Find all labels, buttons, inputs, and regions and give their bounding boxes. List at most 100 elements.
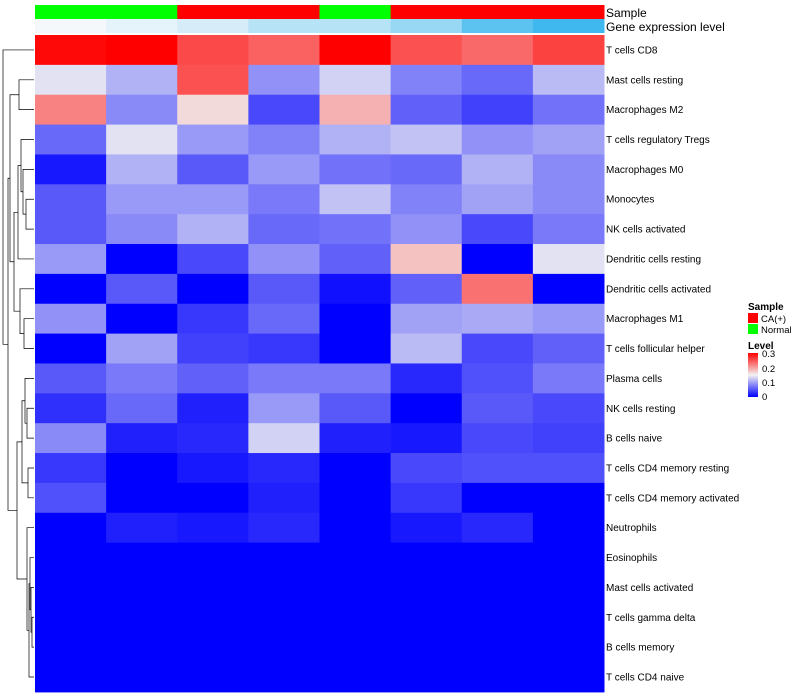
heatmap-cell — [532, 602, 605, 633]
heatmap-cell — [390, 244, 463, 275]
heatmap-cell — [248, 572, 320, 603]
heatmap-cell — [532, 303, 605, 335]
heatmap-cell — [177, 214, 249, 245]
expression-annotation-cell — [177, 19, 249, 33]
heatmap-cell — [532, 184, 605, 215]
heatmap-cell — [390, 662, 463, 693]
heatmap-cell — [35, 214, 107, 245]
dendrogram-branch — [25, 198, 34, 230]
heatmap-cell — [532, 542, 605, 573]
heatmap-cell — [461, 214, 534, 245]
heatmap-cell — [319, 393, 392, 424]
heatmap-cell — [35, 602, 107, 633]
heatmap-cell — [390, 333, 463, 364]
sample-annotation-cell — [177, 5, 249, 19]
row-label: Mast cells resting — [606, 75, 683, 86]
heatmap-cell — [532, 273, 605, 305]
heatmap-cell — [106, 184, 178, 215]
heatmap-cell — [461, 393, 534, 424]
dendrogram-branch — [26, 527, 34, 631]
row-label: Dendritic cells resting — [606, 254, 701, 265]
heatmap-cell — [35, 423, 107, 454]
heatmap-cell — [35, 512, 107, 544]
heatmap-cell — [390, 35, 463, 66]
heatmap-cell — [106, 244, 178, 275]
heatmap-cell — [319, 482, 392, 514]
heatmap-cell — [532, 244, 605, 275]
heatmap-cell — [532, 35, 605, 66]
heatmap-cell — [248, 542, 320, 573]
heatmap-cell — [248, 184, 320, 215]
heatmap-cell — [35, 662, 107, 693]
heatmap-cell — [248, 303, 320, 335]
heatmap-cell — [248, 393, 320, 424]
heatmap-cell — [35, 184, 107, 215]
heatmap-cell — [390, 124, 463, 155]
heatmap-cell — [248, 124, 320, 155]
heatmap-cell — [35, 94, 107, 126]
heatmap-cell — [461, 184, 534, 215]
heatmap-cell — [390, 154, 463, 185]
heatmap-cell — [532, 124, 605, 155]
heatmap-cell — [319, 512, 392, 544]
heatmap-cell — [35, 35, 107, 66]
heatmap-cell — [319, 453, 392, 484]
heatmap-cell — [461, 64, 534, 96]
row-label: Macrophages M0 — [606, 165, 684, 176]
heatmap-cell — [106, 602, 178, 633]
heatmap-cell — [532, 64, 605, 96]
heatmap-cell — [106, 303, 178, 335]
heatmap-cell — [532, 482, 605, 514]
heatmap-cell — [248, 423, 320, 454]
heatmap-cell — [106, 154, 178, 185]
heatmap-cell — [177, 453, 249, 484]
heatmap-cell — [390, 214, 463, 245]
heatmap-cell — [35, 453, 107, 484]
heatmap-cell — [248, 64, 320, 96]
heatmap-cell — [390, 512, 463, 544]
heatmap-cell — [461, 572, 534, 603]
heatmap-cell — [319, 94, 392, 126]
row-label: Dendritic cells activated — [606, 284, 711, 295]
heatmap-cell — [532, 632, 605, 663]
row-label: NK cells activated — [606, 225, 685, 236]
heatmap-cell — [319, 333, 392, 364]
heatmap-cell — [248, 512, 320, 544]
heatmap-cell — [177, 423, 249, 454]
heatmap-cell — [319, 423, 392, 454]
sample-annotation-cell — [461, 5, 534, 19]
heatmap-cell — [35, 333, 107, 364]
level-tick-0.3: 0.3 — [762, 349, 775, 360]
heatmap-cell — [35, 303, 107, 335]
heatmap-cell — [248, 453, 320, 484]
heatmap-cell — [532, 572, 605, 603]
heatmap-cell — [177, 244, 249, 275]
row-label: T cells regulatory Tregs — [606, 135, 710, 146]
heatmap-cell — [248, 333, 320, 364]
heatmap-cell — [106, 35, 178, 66]
row-label: Macrophages M1 — [606, 314, 684, 325]
row-labels: T cells CD8 Mast cells resting Macrophages… — [606, 45, 739, 683]
heatmap-cell — [390, 64, 463, 96]
row-label: T cells CD4 naive — [606, 672, 685, 683]
heatmap-cell — [248, 482, 320, 514]
heatmap-cell — [248, 662, 320, 693]
row-label: T cells gamma delta — [606, 613, 696, 624]
heatmap-cell — [390, 632, 463, 663]
row-label: T cells CD4 memory activated — [606, 493, 739, 504]
heatmap-cell — [532, 512, 605, 544]
heatmap-cell — [177, 482, 249, 514]
heatmap-cell — [319, 363, 392, 394]
heatmap-cell — [461, 94, 534, 126]
row-label: T cells CD8 — [606, 45, 658, 56]
expression-annotation-cell — [532, 19, 605, 33]
level-colorbar — [748, 353, 758, 397]
heatmap-cell — [319, 632, 392, 663]
heatmap-cell — [35, 124, 107, 155]
sample-legend-title: Sample — [748, 302, 784, 313]
expression-annotation-label: Gene expression level — [606, 20, 725, 34]
sample-annotation-label: Sample — [606, 6, 647, 20]
heatmap-cell — [461, 662, 534, 693]
heatmap-cell — [319, 35, 392, 66]
dendrogram-branch — [26, 407, 34, 439]
